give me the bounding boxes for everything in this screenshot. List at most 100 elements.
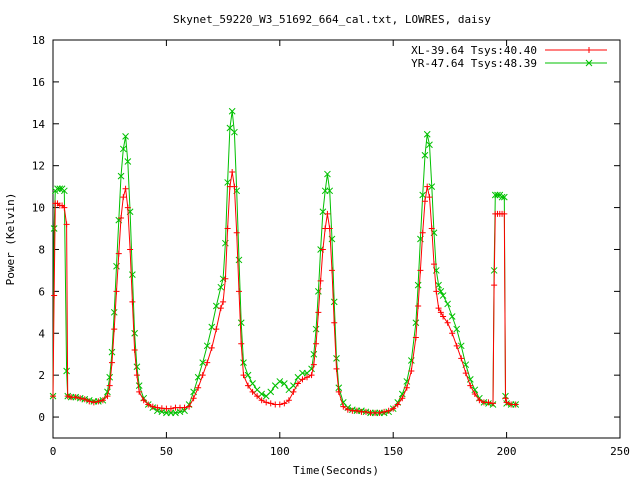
data-point-yr (457, 342, 465, 350)
legend-marker-yr (585, 59, 593, 67)
data-point-xl (208, 344, 215, 351)
data-point-xl (267, 400, 274, 407)
data-point-xl (453, 342, 460, 349)
data-point-xl (136, 388, 143, 395)
data-point-yr (199, 359, 207, 366)
data-point-yr (423, 130, 431, 138)
data-point-xl (317, 277, 324, 284)
data-point-xl (238, 340, 245, 347)
data-point-yr (324, 170, 331, 178)
data-point-xl (433, 288, 440, 295)
data-point-xl (462, 370, 469, 377)
data-point-xl (381, 408, 388, 415)
y-tick-label: 0 (38, 411, 45, 424)
x-axis: 0 50 100 150 200 250 (50, 40, 630, 458)
data-point-xl (86, 398, 93, 405)
data-point-xl (426, 194, 433, 201)
data-point-xl (224, 225, 231, 232)
data-point-xl (104, 393, 111, 400)
data-point-xl (421, 198, 428, 205)
data-point-xl (249, 388, 256, 395)
data-point-xl (335, 388, 342, 395)
data-point-yr (437, 288, 445, 295)
y-tick-label: 14 (32, 118, 46, 131)
plot-frame (52, 39, 621, 439)
data-point-yr (60, 187, 68, 195)
data-point-xl (503, 399, 510, 406)
data-point-xl (263, 399, 270, 406)
data-point-yr (435, 281, 442, 289)
data-point-yr (240, 359, 247, 366)
legend-marker-xl (586, 47, 592, 53)
data-point-xl (333, 365, 340, 372)
data-point-yr (181, 407, 188, 415)
x-tick-label: 250 (610, 445, 630, 458)
data-point-yr (310, 350, 318, 358)
data-point-xl (281, 400, 288, 407)
y-tick-label: 18 (32, 34, 45, 47)
data-point-xl (458, 355, 465, 362)
y-tick-label: 12 (32, 160, 45, 173)
y-axis-label: Power (Kelvin) (4, 193, 17, 286)
data-point-xl (254, 393, 261, 400)
data-point-yr (421, 151, 429, 159)
data-point-xl (81, 396, 88, 403)
data-point-xl (145, 401, 152, 408)
data-point-xl (299, 376, 306, 383)
data-point-xl (115, 250, 122, 257)
data-point-xl (444, 319, 451, 326)
data-point-xl (344, 406, 351, 413)
data-point-yr (471, 386, 479, 394)
data-point-xl (417, 267, 424, 274)
data-point-yr (494, 191, 501, 199)
data-point-xl (240, 372, 247, 379)
data-point-xl (467, 382, 474, 389)
data-point-xl (294, 380, 301, 387)
data-point-xl (118, 215, 125, 222)
x-tick-label: 150 (383, 445, 403, 458)
data-point-xl (51, 292, 58, 299)
data-point-yr (330, 298, 338, 306)
data-point-xl (385, 407, 392, 414)
data-point-xl (204, 359, 211, 366)
data-point-xl (111, 326, 118, 333)
data-point-yr (131, 329, 139, 337)
data-point-yr (56, 185, 64, 193)
data-point-xl (154, 404, 161, 411)
data-point-xl (258, 397, 265, 404)
data-point-yr (228, 107, 236, 115)
data-point-xl (222, 275, 229, 282)
data-point-xl (362, 408, 369, 415)
data-point-xl (485, 399, 492, 406)
data-point-xl (353, 407, 360, 414)
y-tick-label: 8 (38, 243, 45, 256)
data-point-xl (140, 397, 147, 404)
data-point-xl (340, 403, 347, 410)
data-point-xl (412, 334, 419, 341)
data-point-yr (312, 325, 320, 333)
data-point-xl (186, 403, 193, 410)
data-point-xl (195, 384, 202, 391)
data-point-yr (426, 141, 433, 149)
data-point-xl (390, 405, 397, 412)
data-point-yr (439, 292, 447, 299)
data-point-yr (135, 382, 143, 389)
series-line-yr (52, 111, 516, 414)
data-point-yr (444, 300, 451, 308)
data-point-yr (280, 380, 288, 387)
data-point-yr (237, 319, 245, 327)
data-point-yr (50, 225, 58, 232)
data-point-xl (331, 319, 338, 326)
data-point-xl (106, 382, 113, 389)
data-point-xl (233, 229, 240, 236)
legend-label-yr: YR-47.64 Tsys:48.39 (411, 57, 537, 70)
data-point-xl (440, 313, 447, 320)
data-point-xl (231, 183, 238, 190)
data-point-xl (235, 288, 242, 295)
x-tick-label: 50 (160, 445, 173, 458)
data-point-xl (471, 391, 478, 398)
data-point-xl (399, 395, 406, 402)
data-point-yr (235, 256, 243, 264)
data-point-yr (414, 281, 422, 289)
data-point-xl (489, 400, 496, 407)
